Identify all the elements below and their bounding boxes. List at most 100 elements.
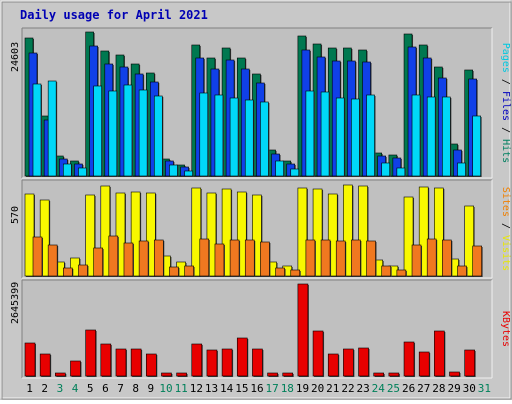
bar-sites-day-9	[153, 239, 164, 277]
day-label-9: 9	[148, 382, 155, 395]
bar-pages-day-11	[184, 170, 193, 177]
bar-kbytes-day-25	[388, 372, 400, 377]
bar-sites-day-16	[260, 241, 270, 277]
bar-visits-day-7	[115, 192, 126, 277]
chart-title: Daily usage for April 2021	[20, 8, 208, 22]
bar-pages-day-7	[123, 84, 133, 177]
bar-sites-day-5	[93, 247, 103, 277]
bar-sites-day-4	[78, 264, 88, 277]
bar-pages-day-13	[214, 94, 224, 177]
axis-label-part-1: /	[500, 217, 511, 235]
day-label-1: 1	[26, 382, 33, 395]
bar-sites-day-18	[290, 269, 301, 277]
day-label-6: 6	[102, 382, 109, 395]
bar-sites-day-26	[411, 244, 422, 277]
bar-pages-day-9	[153, 95, 163, 177]
bar-pages-day-21	[335, 97, 345, 177]
bar-kbytes-day-15	[236, 337, 248, 377]
bar-visits-day-22	[343, 184, 353, 277]
bar-sites-day-1	[32, 236, 43, 277]
bar-sites-day-8	[138, 240, 149, 277]
day-label-5: 5	[87, 382, 94, 395]
bar-kbytes-day-4	[70, 360, 81, 377]
day-label-18: 18	[281, 382, 294, 395]
day-label-12: 12	[190, 382, 203, 395]
bar-kbytes-day-19	[297, 283, 309, 377]
bar-sites-day-3	[63, 267, 73, 277]
bar-sites-day-23	[366, 240, 376, 277]
bar-kbytes-day-18	[282, 372, 294, 377]
bar-pages-day-22	[351, 98, 360, 177]
axis-label-part-0: Sites	[500, 187, 511, 217]
bar-sites-day-6	[108, 235, 119, 277]
bar-sites-day-20	[320, 239, 331, 277]
day-label-31: 31	[478, 382, 491, 395]
day-label-24: 24	[372, 382, 386, 395]
axis-label-part-2: Visits	[500, 235, 511, 271]
bar-kbytes-day-23	[358, 347, 369, 377]
axis-label-part-1: /	[500, 73, 511, 91]
day-label-30: 30	[463, 382, 476, 395]
panel-axis-label: Pages / Files / Hits	[500, 43, 511, 163]
day-label-28: 28	[432, 382, 445, 395]
bar-kbytes-day-9	[145, 353, 157, 377]
bar-kbytes-day-6	[100, 343, 112, 377]
bar-kbytes-day-14	[221, 348, 233, 377]
bar-pages-day-30	[472, 115, 481, 177]
bar-kbytes-day-5	[85, 329, 96, 377]
series-pages	[32, 80, 482, 177]
bar-sites-day-21	[335, 240, 346, 277]
bar-kbytes-day-29	[449, 371, 460, 377]
day-label-23: 23	[357, 382, 370, 395]
day-label-27: 27	[417, 382, 430, 395]
bar-kbytes-day-13	[206, 349, 218, 377]
panel-axis-label: Sites / Visits	[500, 187, 511, 271]
bar-pages-day-8	[138, 89, 148, 177]
day-label-7: 7	[117, 382, 124, 395]
day-label-16: 16	[250, 382, 263, 395]
bar-pages-day-27	[426, 96, 436, 177]
chart-panels: 24603 Pages / Files / Hits 570 Sites / Visi…	[10, 27, 511, 379]
bar-pages-day-1	[32, 83, 42, 177]
day-label-19: 19	[296, 382, 309, 395]
bar-visits-day-26	[403, 196, 414, 277]
bar-pages-day-4	[78, 167, 87, 177]
day-label-2: 2	[41, 382, 48, 395]
bar-pages-day-10	[169, 164, 178, 177]
panel-kbytes: 2645399 KBytes	[10, 279, 511, 379]
day-label-22: 22	[341, 382, 354, 395]
panel-axis-label: KBytes	[500, 311, 511, 347]
bar-pages-day-23	[366, 94, 375, 177]
bar-visits-day-8	[130, 191, 141, 277]
day-label-26: 26	[402, 382, 415, 395]
bar-pages-day-12	[199, 92, 209, 177]
bar-sites-day-25	[396, 269, 407, 277]
bar-visits-day-15	[236, 191, 247, 277]
bar-kbytes-day-24	[373, 372, 385, 377]
bar-kbytes-day-27	[418, 351, 430, 377]
bar-visits-day-23	[358, 185, 368, 277]
axis-label-part-3: /	[500, 121, 511, 139]
bar-visits-day-9	[145, 192, 156, 277]
bar-sites-day-12	[199, 238, 210, 277]
axis-label-part-0: Pages	[500, 43, 511, 73]
axis-label-part-4: Hits	[500, 139, 511, 163]
bar-kbytes-day-20	[312, 330, 324, 377]
bar-kbytes-day-1	[24, 342, 36, 377]
axis-label-part-2: Files	[500, 91, 511, 121]
panel-ymax-label: 2645399	[10, 282, 21, 324]
bar-pages-day-25	[396, 167, 406, 177]
bar-pages-day-14	[229, 97, 239, 177]
bar-pages-day-16	[260, 101, 269, 177]
bar-visits-day-27	[418, 186, 429, 277]
bar-sites-day-2	[47, 244, 58, 277]
bar-kbytes-day-3	[55, 372, 66, 377]
bar-kbytes-day-12	[191, 343, 203, 377]
bar-sites-day-22	[351, 239, 361, 277]
bar-kbytes-day-28	[434, 330, 445, 377]
bar-visits-day-19	[297, 187, 308, 277]
bar-sites-day-17	[275, 267, 285, 277]
day-label-13: 13	[205, 382, 218, 395]
day-label-25: 25	[387, 382, 400, 395]
